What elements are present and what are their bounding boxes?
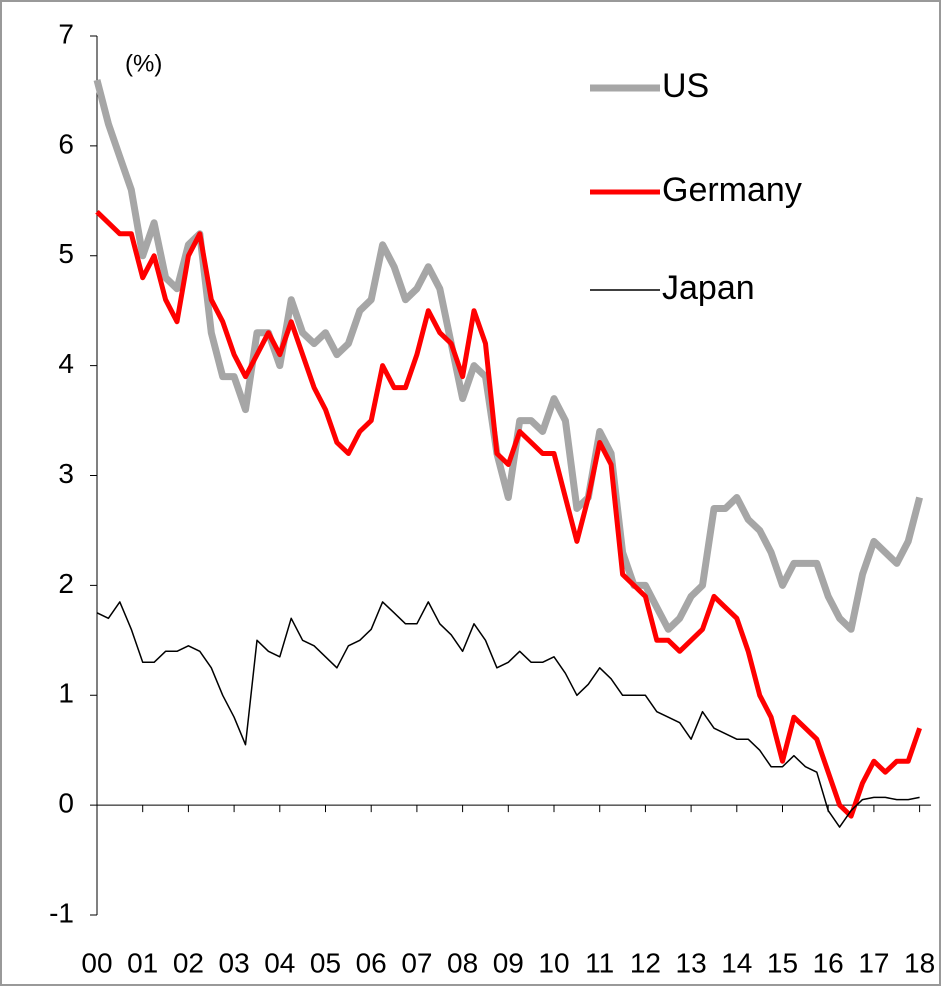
y-tick-label: 5 bbox=[58, 238, 74, 269]
y-tick-label: 1 bbox=[58, 678, 74, 709]
y-tick-label: 6 bbox=[58, 128, 74, 159]
legend-label: Japan bbox=[662, 269, 755, 307]
x-tick-label: 05 bbox=[310, 947, 341, 978]
x-tick-label: 12 bbox=[630, 947, 661, 978]
x-tick-label: 16 bbox=[813, 947, 844, 978]
x-tick-label: 01 bbox=[127, 947, 158, 978]
series-line bbox=[95, 210, 922, 819]
series-line bbox=[96, 601, 920, 828]
x-tick-label: 07 bbox=[401, 947, 432, 978]
y-tick-label: 3 bbox=[58, 458, 74, 489]
x-tick-label: 18 bbox=[904, 947, 935, 978]
x-tick-label: 02 bbox=[173, 947, 204, 978]
y-tick-label: 4 bbox=[58, 348, 74, 379]
legend-label: Germany bbox=[662, 171, 802, 209]
x-tick-label: 09 bbox=[493, 947, 524, 978]
x-tick-label: 11 bbox=[585, 947, 614, 978]
x-tick-label: 14 bbox=[721, 947, 752, 978]
x-tick-label: 17 bbox=[858, 947, 889, 978]
x-tick-label: 04 bbox=[264, 947, 295, 978]
legend-label: US bbox=[662, 67, 709, 105]
x-tick-label: 10 bbox=[538, 947, 569, 978]
x-tick-label: 00 bbox=[81, 947, 112, 978]
y-tick-label: 7 bbox=[58, 18, 74, 49]
y-tick-label: 0 bbox=[58, 788, 74, 819]
x-tick-label: 15 bbox=[767, 947, 798, 978]
series-line bbox=[93, 79, 923, 633]
x-tick-label: 08 bbox=[447, 947, 478, 978]
x-tick-label: 13 bbox=[676, 947, 707, 978]
y-axis-label: (%) bbox=[125, 50, 162, 77]
x-tick-label: 03 bbox=[219, 947, 250, 978]
x-tick-label: 06 bbox=[356, 947, 387, 978]
y-tick-label: 2 bbox=[58, 568, 74, 599]
y-tick-label: -1 bbox=[49, 897, 74, 928]
